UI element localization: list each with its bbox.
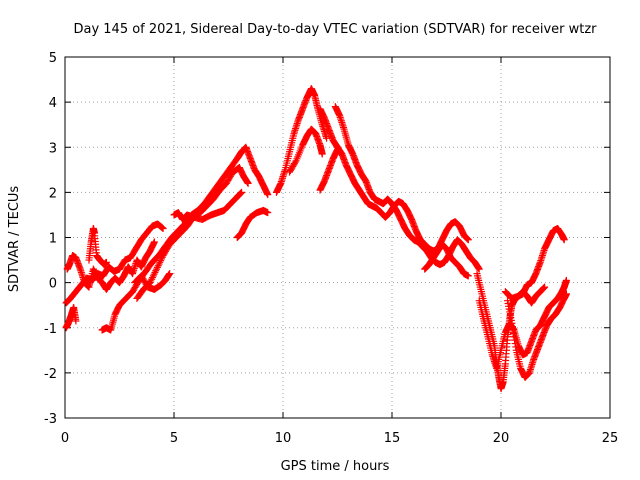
data-point (148, 274, 156, 282)
x-axis-label: GPS time / hours (281, 459, 390, 474)
satellite-track-8 (170, 188, 246, 223)
x-tick-label: 20 (493, 431, 510, 446)
data-point (153, 263, 161, 271)
data-point (148, 275, 156, 283)
satellite-track-13 (316, 105, 472, 255)
data-point (157, 255, 165, 263)
data-point (151, 268, 159, 276)
data-point (318, 150, 326, 158)
data-point (153, 265, 161, 273)
y-tick-label: -2 (44, 367, 57, 382)
satellite-track-5 (98, 143, 272, 334)
satellite-track-7 (133, 164, 252, 302)
data-point (541, 283, 549, 291)
satellite-track-4 (85, 224, 110, 269)
y-tick-label: 4 (49, 96, 57, 111)
y-tick-label: 5 (49, 51, 57, 66)
y-tick-label: 3 (49, 141, 57, 156)
data-point (264, 191, 272, 199)
satellite-track-18 (504, 290, 570, 381)
y-tick-label: 2 (49, 186, 57, 201)
data-point (264, 209, 272, 217)
satellite-track-9 (233, 206, 272, 241)
satellite-track-11 (286, 125, 326, 176)
data-point (166, 270, 174, 278)
satellite-track-15 (421, 240, 472, 280)
satellite-track-2 (63, 238, 158, 293)
data-point (244, 179, 252, 187)
data-point (291, 158, 299, 166)
data-point (156, 258, 164, 266)
data-point (560, 236, 568, 244)
y-tick-label: -1 (44, 322, 57, 337)
y-tick-label: -3 (44, 412, 57, 427)
x-tick-label: 25 (602, 431, 619, 446)
axis-ticks: 0 5 10 15 20 25 -3 -2 -1 0 1 2 3 4 5 (44, 51, 618, 446)
x-tick-label: 5 (170, 431, 178, 446)
data-point (562, 290, 570, 298)
data-point (154, 262, 162, 270)
data-point (464, 236, 472, 244)
data-point (562, 276, 570, 284)
y-axis-label: SDTVAR / TECUs (7, 186, 22, 293)
data-point (475, 265, 483, 273)
data-point (464, 272, 472, 280)
data-point (146, 279, 154, 287)
data-point (102, 258, 110, 266)
x-tick-label: 0 (61, 431, 69, 446)
x-tick-label: 15 (384, 431, 401, 446)
y-tick-label: 1 (49, 232, 57, 247)
satellite-track-14 (331, 103, 483, 273)
data-point (158, 253, 166, 261)
satellite-track-3 (62, 303, 80, 332)
satellite-track-17 (475, 276, 570, 372)
data-point (150, 238, 158, 246)
data-point (152, 267, 160, 275)
chart-title: Day 145 of 2021, Sidereal Day-to-day VTE… (73, 22, 597, 37)
data-point (238, 188, 246, 196)
data-point (159, 224, 167, 232)
y-tick-label: 0 (49, 277, 57, 292)
data-point (157, 257, 165, 265)
x-tick-label: 10 (275, 431, 292, 446)
data-point (147, 277, 155, 285)
data-point (150, 270, 158, 278)
data-points (62, 85, 570, 393)
data-point (149, 272, 157, 280)
satellite-track-19 (501, 283, 549, 307)
data-point (72, 317, 80, 325)
data-point (155, 260, 163, 268)
